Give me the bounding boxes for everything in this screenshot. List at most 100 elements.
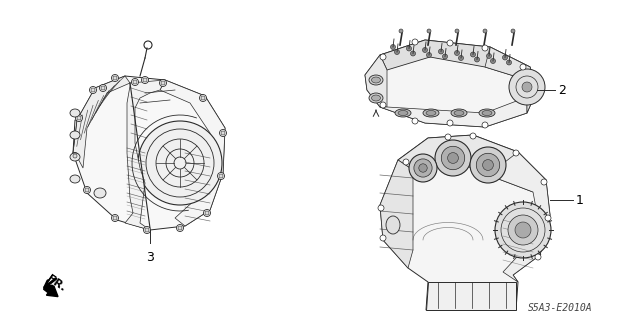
Polygon shape <box>73 76 225 230</box>
Circle shape <box>506 60 511 65</box>
Circle shape <box>474 57 479 62</box>
Circle shape <box>111 75 118 81</box>
Circle shape <box>454 50 460 56</box>
Circle shape <box>138 121 222 205</box>
Circle shape <box>410 51 415 56</box>
Polygon shape <box>426 282 516 310</box>
Circle shape <box>427 29 431 33</box>
Ellipse shape <box>386 216 400 234</box>
Circle shape <box>470 147 506 183</box>
Text: 2: 2 <box>558 84 566 97</box>
Text: 3: 3 <box>146 251 154 264</box>
Circle shape <box>113 76 117 80</box>
Circle shape <box>159 79 166 86</box>
Circle shape <box>403 159 409 165</box>
Circle shape <box>442 54 447 59</box>
Ellipse shape <box>426 110 436 115</box>
Circle shape <box>414 159 432 177</box>
Circle shape <box>101 86 105 90</box>
Circle shape <box>545 215 551 221</box>
Circle shape <box>200 94 207 101</box>
Circle shape <box>161 81 165 85</box>
Circle shape <box>77 116 81 120</box>
Ellipse shape <box>454 110 464 115</box>
Circle shape <box>390 44 396 49</box>
Polygon shape <box>73 76 130 168</box>
Circle shape <box>455 29 459 33</box>
Ellipse shape <box>369 75 383 85</box>
Circle shape <box>535 254 541 260</box>
Circle shape <box>442 146 465 170</box>
Circle shape <box>133 80 137 84</box>
Polygon shape <box>380 40 530 80</box>
Circle shape <box>85 188 89 192</box>
Polygon shape <box>398 135 546 192</box>
Circle shape <box>482 45 488 51</box>
Circle shape <box>522 82 532 92</box>
Polygon shape <box>125 80 165 230</box>
Circle shape <box>205 211 209 215</box>
Text: S5A3-E2010A: S5A3-E2010A <box>528 303 592 313</box>
Ellipse shape <box>398 110 408 115</box>
Circle shape <box>90 86 97 93</box>
Circle shape <box>412 118 418 124</box>
Circle shape <box>511 29 515 33</box>
Circle shape <box>99 85 106 92</box>
Polygon shape <box>160 80 225 226</box>
Polygon shape <box>485 47 537 113</box>
Circle shape <box>495 202 551 258</box>
Circle shape <box>380 54 386 60</box>
Circle shape <box>72 152 79 160</box>
Circle shape <box>419 164 428 172</box>
Circle shape <box>490 58 495 63</box>
Circle shape <box>378 205 384 211</box>
Circle shape <box>435 140 471 176</box>
Circle shape <box>502 55 508 60</box>
Polygon shape <box>380 135 550 310</box>
Polygon shape <box>365 55 387 107</box>
Ellipse shape <box>70 131 80 139</box>
Circle shape <box>447 120 453 126</box>
Ellipse shape <box>371 95 381 101</box>
Circle shape <box>145 228 149 232</box>
Circle shape <box>438 49 444 54</box>
Circle shape <box>541 179 547 185</box>
Polygon shape <box>380 160 413 268</box>
Circle shape <box>111 214 118 221</box>
Circle shape <box>76 115 83 122</box>
Circle shape <box>201 96 205 100</box>
Ellipse shape <box>70 109 80 117</box>
FancyArrow shape <box>44 285 58 297</box>
Ellipse shape <box>451 109 467 117</box>
Circle shape <box>141 77 148 84</box>
Ellipse shape <box>395 109 411 117</box>
Circle shape <box>73 154 77 158</box>
Circle shape <box>380 102 386 108</box>
Circle shape <box>204 210 211 217</box>
Ellipse shape <box>70 175 80 183</box>
Circle shape <box>143 226 150 234</box>
Circle shape <box>422 48 428 53</box>
Ellipse shape <box>371 77 381 83</box>
Circle shape <box>177 225 184 232</box>
Circle shape <box>486 54 492 58</box>
Circle shape <box>380 235 386 241</box>
Circle shape <box>412 39 418 45</box>
Circle shape <box>483 29 487 33</box>
Circle shape <box>482 122 488 128</box>
Circle shape <box>445 134 451 140</box>
Circle shape <box>83 187 90 194</box>
Circle shape <box>221 131 225 135</box>
Circle shape <box>447 152 458 163</box>
Text: FR.: FR. <box>45 273 68 293</box>
Circle shape <box>220 130 227 137</box>
Circle shape <box>394 49 399 55</box>
Circle shape <box>219 174 223 178</box>
Circle shape <box>470 52 476 57</box>
Circle shape <box>143 78 147 82</box>
Circle shape <box>131 78 138 85</box>
Circle shape <box>113 216 117 220</box>
Circle shape <box>399 29 403 33</box>
Circle shape <box>520 64 526 70</box>
Circle shape <box>91 88 95 92</box>
